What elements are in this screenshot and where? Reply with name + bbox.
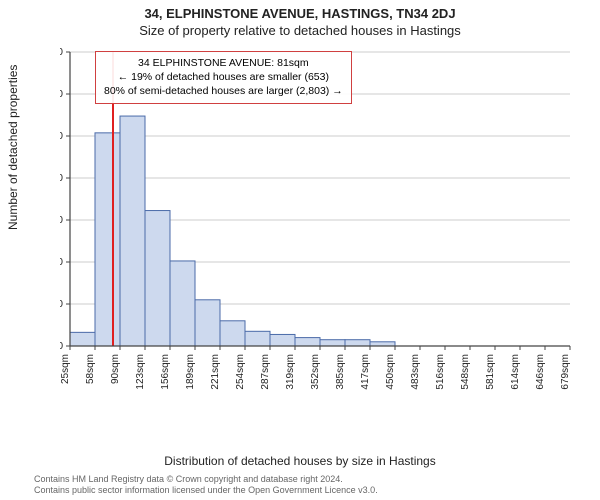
svg-text:450sqm: 450sqm [385, 354, 396, 390]
svg-text:400: 400 [60, 257, 63, 268]
svg-text:319sqm: 319sqm [285, 354, 296, 390]
svg-text:25sqm: 25sqm [60, 354, 71, 384]
footer-attribution: Contains HM Land Registry data © Crown c… [34, 474, 378, 496]
svg-text:189sqm: 189sqm [185, 354, 196, 390]
y-axis-label: Number of detached properties [6, 65, 20, 230]
svg-text:200: 200 [60, 299, 63, 310]
svg-text:800: 800 [60, 173, 63, 184]
annotation-callout: 34 ELPHINSTONE AVENUE: 81sqm ← 19% of de… [95, 51, 352, 104]
chart-subtitle: Size of property relative to detached ho… [0, 23, 600, 38]
svg-text:1000: 1000 [60, 131, 63, 142]
svg-text:417sqm: 417sqm [360, 354, 371, 390]
chart-title: 34, ELPHINSTONE AVENUE, HASTINGS, TN34 2… [0, 6, 600, 21]
svg-text:646sqm: 646sqm [535, 354, 546, 390]
svg-text:516sqm: 516sqm [435, 354, 446, 390]
annotation-line-2: ← 19% of detached houses are smaller (65… [104, 70, 343, 84]
svg-text:287sqm: 287sqm [260, 354, 271, 390]
footer-line-2: Contains public sector information licen… [34, 485, 378, 496]
chart-container: 34, ELPHINSTONE AVENUE, HASTINGS, TN34 2… [0, 0, 600, 500]
title-area: 34, ELPHINSTONE AVENUE, HASTINGS, TN34 2… [0, 0, 600, 38]
svg-text:156sqm: 156sqm [160, 354, 171, 390]
svg-text:58sqm: 58sqm [85, 354, 96, 384]
svg-text:1400: 1400 [60, 47, 63, 58]
svg-text:254sqm: 254sqm [235, 354, 246, 390]
footer-line-1: Contains HM Land Registry data © Crown c… [34, 474, 378, 485]
svg-text:614sqm: 614sqm [510, 354, 521, 390]
svg-text:221sqm: 221sqm [210, 354, 221, 390]
svg-text:679sqm: 679sqm [560, 354, 571, 390]
svg-text:123sqm: 123sqm [135, 354, 146, 390]
svg-text:548sqm: 548sqm [460, 354, 471, 390]
svg-text:581sqm: 581sqm [485, 354, 496, 390]
svg-text:352sqm: 352sqm [310, 354, 321, 390]
svg-text:483sqm: 483sqm [410, 354, 421, 390]
svg-text:600: 600 [60, 215, 63, 226]
svg-text:90sqm: 90sqm [110, 354, 121, 384]
svg-text:1200: 1200 [60, 89, 63, 100]
x-axis-label: Distribution of detached houses by size … [0, 454, 600, 468]
annotation-line-1: 34 ELPHINSTONE AVENUE: 81sqm [104, 56, 343, 70]
annotation-line-3: 80% of semi-detached houses are larger (… [104, 84, 343, 98]
svg-text:385sqm: 385sqm [335, 354, 346, 390]
svg-text:0: 0 [60, 341, 63, 352]
